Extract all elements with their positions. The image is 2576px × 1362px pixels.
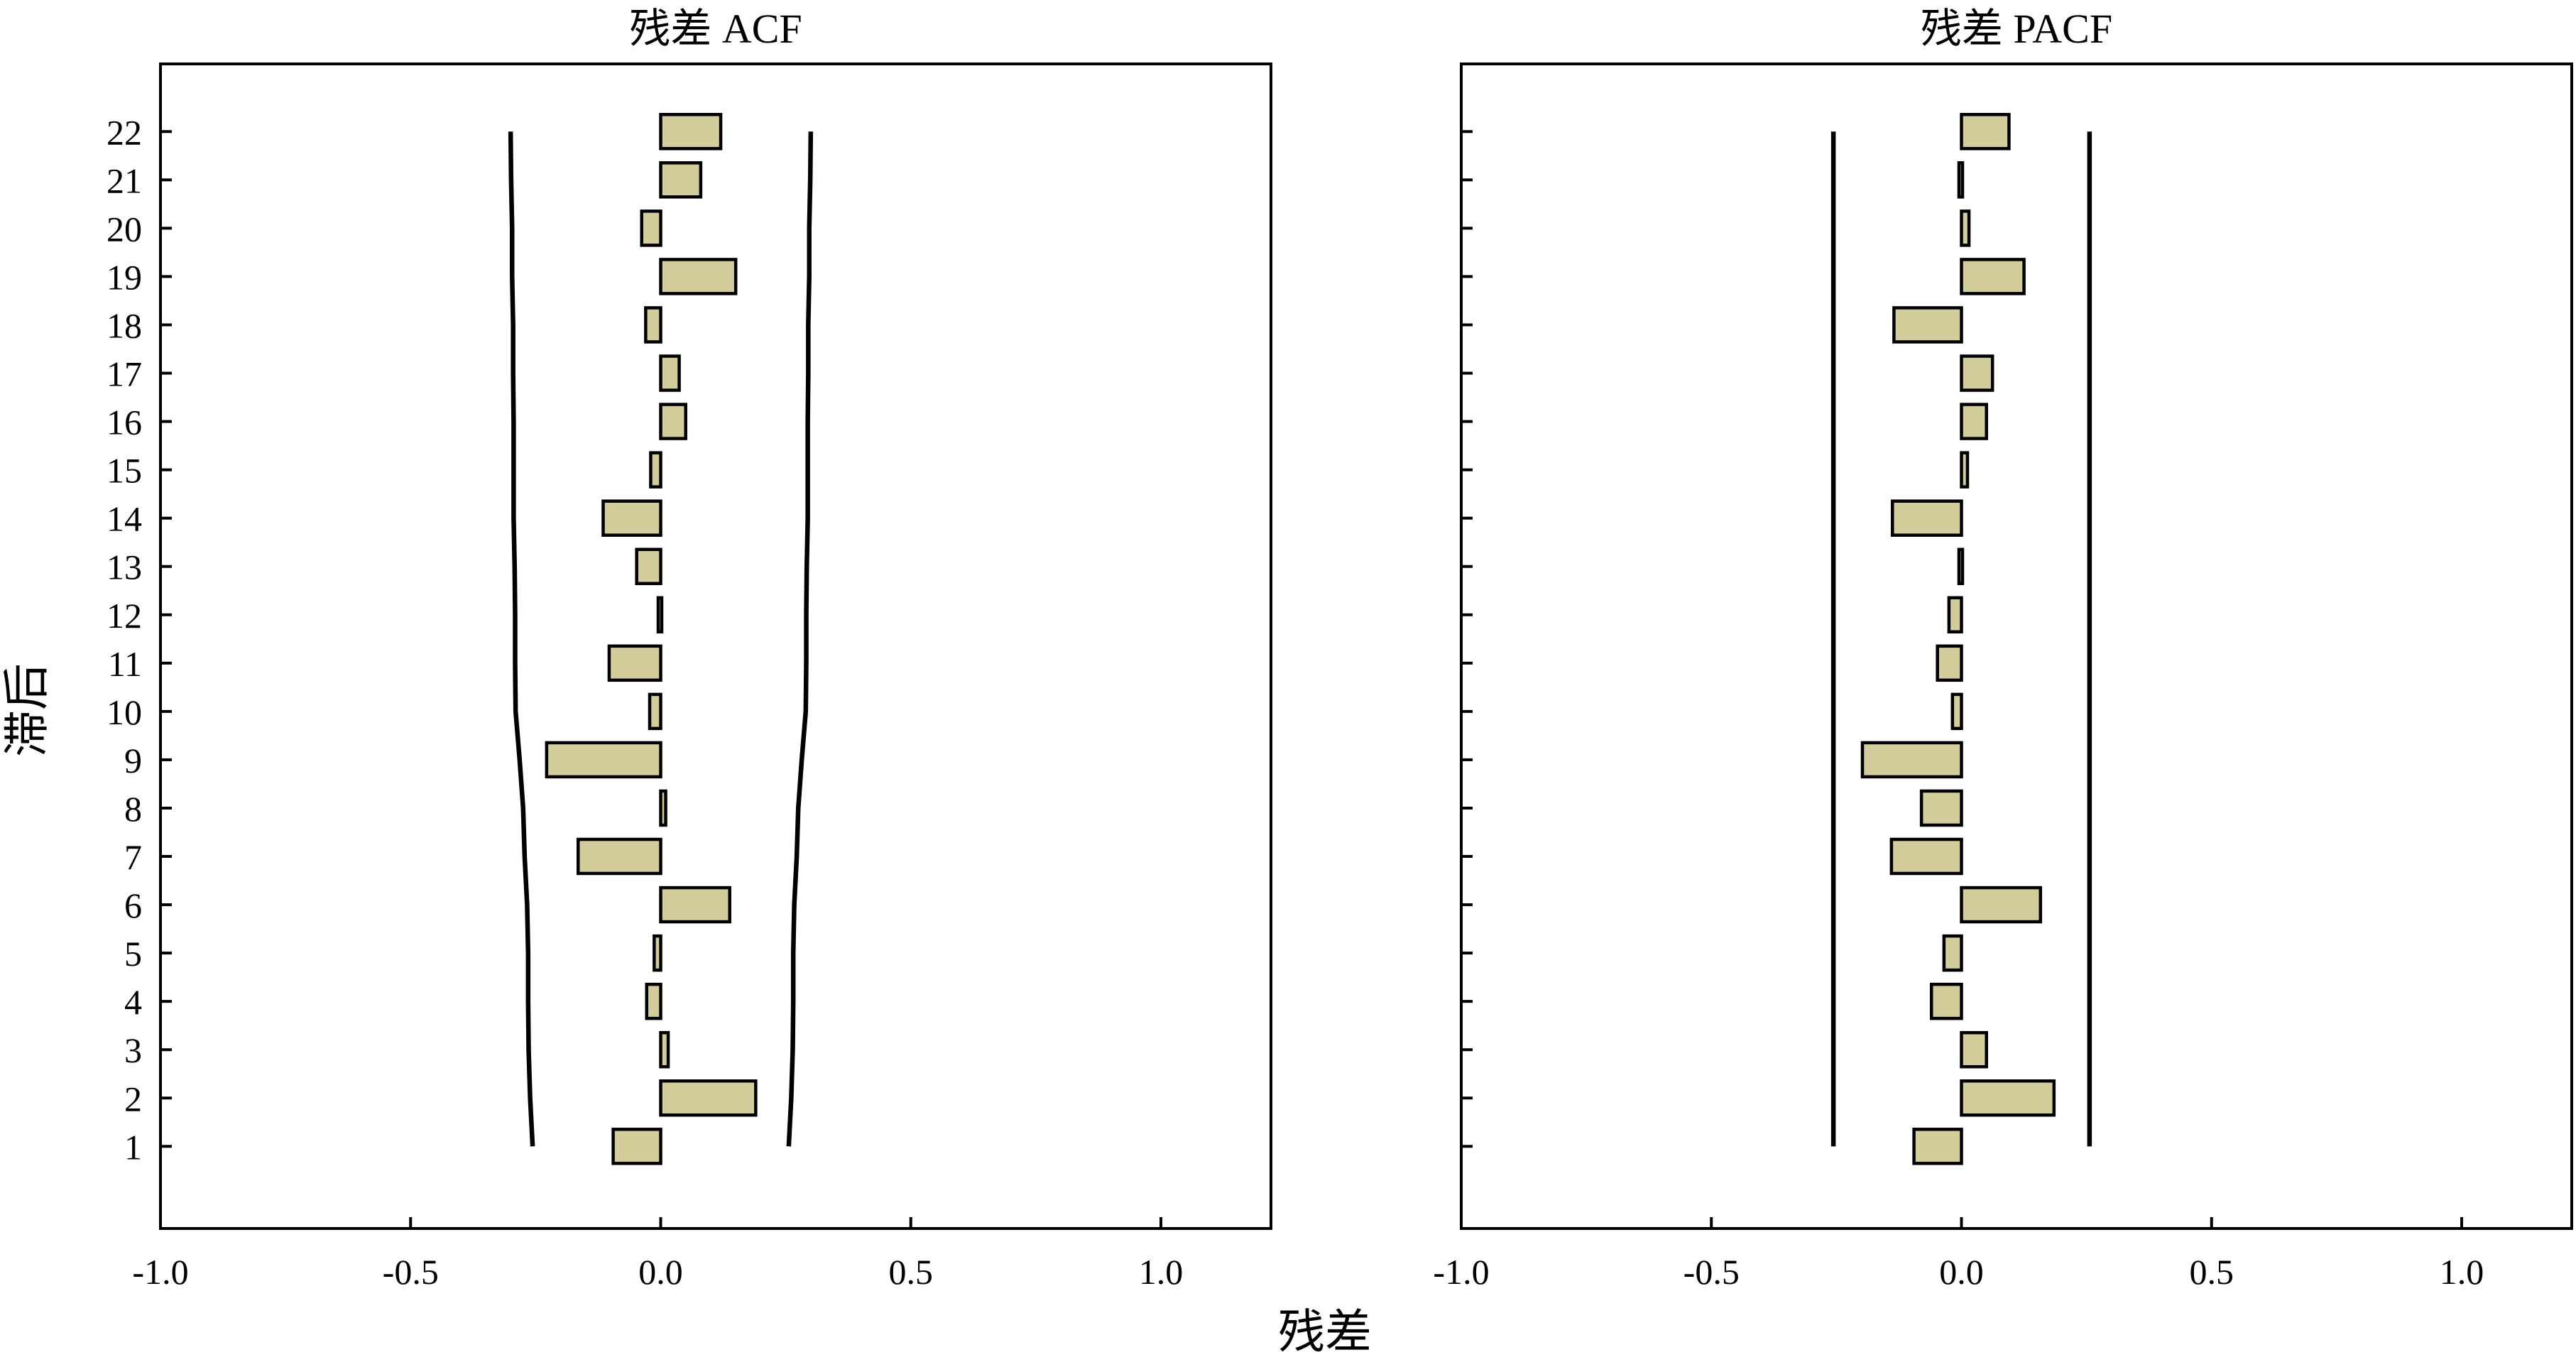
acf-ytick-label: 6 [124, 886, 142, 925]
acf-bar-lag-2 [659, 1079, 758, 1117]
acf-bar-lag-21 [659, 161, 703, 199]
pacf-bar-lag-4 [1929, 982, 1963, 1020]
acf-confidence-upper [786, 131, 814, 1147]
acf-bar-lag-14 [601, 499, 662, 537]
pacf-bar-lag-20 [1960, 209, 1971, 247]
pacf-bar-lag-8 [1919, 789, 1963, 827]
acf-bar-lag-15 [649, 451, 662, 489]
pacf-bar-lag-10 [1950, 692, 1963, 731]
acf-bar-lag-4 [645, 982, 662, 1020]
pacf-xtick-label: 0.0 [1939, 1252, 1984, 1292]
pacf-bar-lag-5 [1942, 934, 1963, 972]
acf-xtick-label: 0.5 [889, 1252, 934, 1292]
acf-bar-lag-3 [659, 1030, 670, 1069]
pacf-bar-lag-18 [1892, 306, 1963, 344]
acf-bar-lag-11 [607, 644, 662, 682]
acf-confidence-lower [508, 131, 535, 1147]
pacf-bar-lag-2 [1960, 1079, 2056, 1117]
acf-bar-lag-7 [577, 837, 662, 876]
pacf-title: 残差 PACF [1921, 6, 2112, 52]
acf-ytick-label: 21 [107, 160, 142, 200]
pacf-xtick-label: 1.0 [2440, 1252, 2484, 1292]
acf-plot-frame [159, 62, 1272, 1230]
acf-bar-lag-9 [545, 741, 662, 779]
pacf-panel: 残差 PACF -1.0 -0.5 0.0 0.5 1.0 [1433, 6, 2573, 1292]
acf-ytick-label: 10 [107, 692, 142, 732]
acf-bar-lag-19 [659, 258, 738, 295]
pacf-bar-lag-17 [1960, 354, 1994, 392]
acf-bar-lag-17 [659, 354, 681, 392]
pacf-bar-lag-11 [1936, 644, 1963, 682]
acf-ytick-label: 5 [124, 934, 142, 974]
pacf-bar-lag-22 [1960, 113, 2011, 151]
pacf-bar-lag-6 [1960, 886, 2043, 924]
acf-bar-lag-10 [648, 692, 662, 731]
figure-xlabel: 残差 [1278, 1307, 1372, 1358]
acf-bar-lag-1 [611, 1128, 662, 1165]
acf-ytick-label: 8 [124, 789, 142, 829]
pacf-bar-lag-9 [1860, 741, 1963, 779]
pacf-bar-lag-19 [1960, 258, 2026, 295]
acf-ytick-label: 19 [107, 257, 142, 297]
pacf-bar-lag-21 [1957, 161, 1965, 199]
acf-title: 残差 ACF [629, 6, 802, 52]
acf-ytick-label: 1 [124, 1127, 142, 1167]
acf-ytick-label: 16 [107, 403, 142, 442]
acf-ytick-label: 7 [124, 837, 142, 877]
pacf-bar-lag-13 [1957, 547, 1965, 585]
acf-ytick-label: 15 [107, 451, 142, 491]
acf-ytick-label: 2 [124, 1079, 142, 1118]
pacf-bar-lag-16 [1960, 403, 1988, 440]
acf-bar-lag-12 [656, 596, 664, 634]
acf-bar-lag-22 [659, 113, 723, 151]
acf-ytick-label: 22 [107, 112, 142, 152]
acf-ytick-label: 12 [107, 596, 142, 636]
acf-ytick-label: 9 [124, 741, 142, 780]
pacf-bar-lag-7 [1889, 837, 1963, 876]
acf-xtick-label: 0.0 [638, 1252, 683, 1292]
chart-panels: 残差 ACF-1.0 -0.5 0.0 0.5 1.012345678910111213… [107, 6, 2573, 1292]
acf-ytick-label: 18 [107, 305, 142, 345]
acf-ytick-label: 3 [124, 1030, 142, 1070]
acf-bar-lag-8 [659, 789, 667, 827]
acf-bar-lag-16 [659, 403, 687, 440]
pacf-xtick-label: -1.0 [1433, 1252, 1489, 1292]
acf-panel: 残差 ACF-1.0 -0.5 0.0 0.5 1.012345678910111213… [107, 6, 1272, 1292]
acf-ytick-label: 4 [124, 982, 142, 1022]
pacf-plot-frame [1460, 62, 2573, 1230]
acf-xtick-label: -1.0 [132, 1252, 188, 1292]
acf-xtick-label: 1.0 [1139, 1252, 1184, 1292]
acf-ytick-label: 13 [107, 547, 142, 587]
figure-ylabel: 滞后 [1, 663, 53, 757]
pacf-xtick-label: 0.5 [2190, 1252, 2234, 1292]
acf-xtick-label: -0.5 [383, 1252, 439, 1292]
pacf-bar-lag-12 [1947, 596, 1963, 634]
acf-bar-lag-5 [653, 934, 662, 972]
pacf-xtick-label: -0.5 [1683, 1252, 1740, 1292]
acf-ytick-label: 11 [108, 644, 142, 684]
acf-bar-lag-13 [635, 547, 662, 585]
acf-ytick-label: 20 [107, 209, 142, 249]
pacf-bar-lag-3 [1960, 1030, 1988, 1069]
acf-ytick-label: 14 [107, 499, 142, 539]
acf-bar-lag-6 [659, 886, 731, 924]
acf-bar-lag-18 [644, 306, 662, 344]
pacf-bar-lag-1 [1912, 1128, 1963, 1165]
pacf-bar-lag-14 [1891, 499, 1963, 537]
pacf-bar-lag-15 [1960, 451, 1970, 489]
acf-bar-lag-20 [640, 209, 662, 247]
acf-ytick-label: 17 [107, 354, 142, 394]
